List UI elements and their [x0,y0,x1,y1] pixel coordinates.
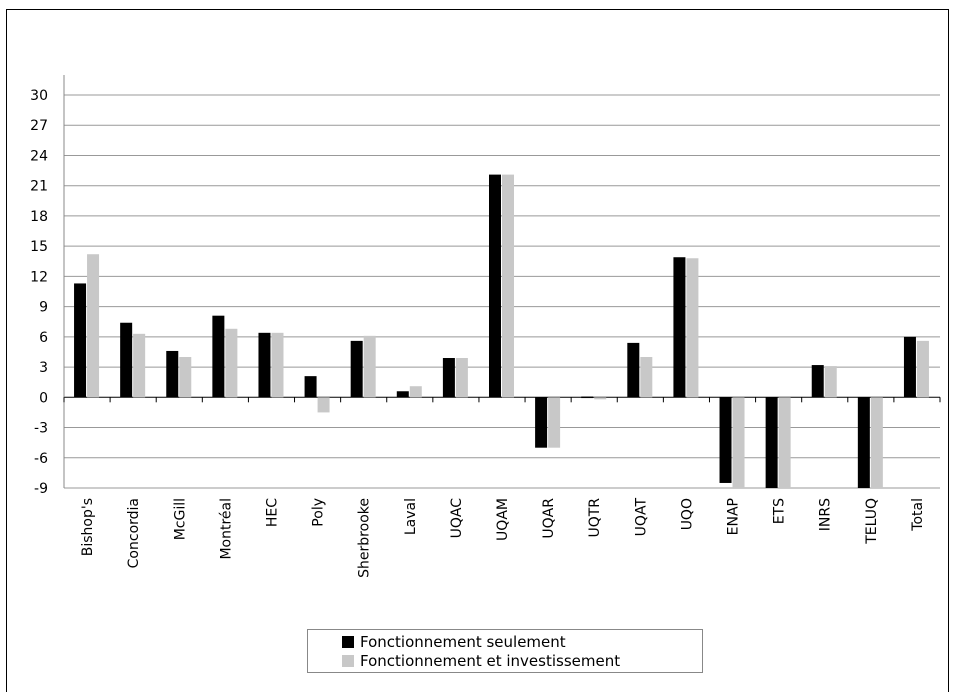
bar-fonctionnement-seulement [719,397,732,483]
bar-fonctionnement-et-investissement [686,258,699,398]
y-tick-label: 15 [30,239,48,255]
y-tick-label: 30 [30,88,48,104]
x-tick-label: ENAP [726,498,742,535]
bar-fonctionnement-et-investissement [824,366,837,398]
bar-fonctionnement-et-investissement [271,332,284,398]
x-tick-label: UQO [679,498,695,530]
x-tick-label: ETS [772,498,788,524]
bar-fonctionnement-seulement [442,358,455,398]
bar-fonctionnement-et-investissement [502,174,514,398]
bar-fonctionnement-seulement [535,397,548,448]
legend-item-series-1: Fonctionnement seulement [342,632,702,651]
x-tick-label: Montréal [218,498,234,560]
bar-fonctionnement-seulement [489,174,501,398]
bar-fonctionnement-seulement [857,397,870,488]
legend-label-series-2: Fonctionnement et investissement [360,651,621,670]
x-tick-label: UQAC [449,498,465,539]
legend-swatch-series-2 [342,654,354,667]
legend-label-series-1: Fonctionnement seulement [360,632,566,651]
bar-fonctionnement-et-investissement [916,340,929,398]
bar-fonctionnement-et-investissement [225,328,238,398]
x-tick-label: Bishop's [80,498,96,556]
bar-fonctionnement-et-investissement [87,254,100,398]
bar-fonctionnement-et-investissement [133,333,146,398]
bar-fonctionnement-seulement [396,391,409,398]
bar-fonctionnement-seulement [350,340,363,398]
x-tick-label: McGill [172,498,188,540]
bar-fonctionnement-seulement [581,396,594,399]
bar-fonctionnement-seulement [903,336,916,398]
legend: Fonctionnement seulement Fonctionnement … [307,629,703,673]
y-tick-label: 24 [30,148,48,164]
x-tick-label: UQTR [587,498,603,538]
x-tick-label: UQAT [633,498,649,537]
x-tick-label: Total [910,498,926,532]
bar-fonctionnement-seulement [765,397,778,488]
bar-fonctionnement-et-investissement [455,358,468,398]
x-tick-label: Concordia [126,498,142,568]
bar-fonctionnement-seulement [120,322,133,398]
bars [74,174,929,488]
y-tick-label: 6 [39,330,48,346]
bar-fonctionnement-seulement [166,350,179,398]
x-tick-label: INRS [818,498,834,531]
bar-fonctionnement-et-investissement [640,357,653,398]
x-tick-label: TELUQ [864,498,880,545]
bar-fonctionnement-seulement [673,257,686,398]
bar-fonctionnement-seulement [74,283,87,398]
bar-fonctionnement-et-investissement [778,397,791,488]
bar-fonctionnement-et-investissement [870,397,883,488]
y-tick-label: -9 [34,481,48,497]
bar-fonctionnement-et-investissement [732,397,745,488]
legend-item-series-2: Fonctionnement et investissement [342,651,702,670]
bar-fonctionnement-seulement [304,376,317,398]
y-tick-label: -6 [34,451,48,467]
y-tick-label: -3 [34,421,48,437]
x-tick-label: UQAR [541,498,557,539]
y-tick-label: 27 [30,118,48,134]
x-tick-label: Poly [311,498,327,527]
bar-fonctionnement-et-investissement [409,386,422,398]
y-tick-label: 12 [30,269,48,285]
bar-fonctionnement-seulement [811,365,824,398]
bar-fonctionnement-et-investissement [179,357,192,398]
legend-swatch-series-1 [342,635,354,648]
bar-fonctionnement-seulement [258,332,271,398]
bar-fonctionnement-et-investissement [594,397,607,400]
x-tick-label: UQAM [495,498,511,541]
bar-fonctionnement-et-investissement [548,397,561,448]
bar-fonctionnement-seulement [212,315,225,398]
x-tick-label: HEC [264,498,280,527]
x-tick-label: Laval [403,498,419,535]
bar-fonctionnement-seulement [627,342,640,398]
chart-frame [6,9,949,692]
y-tick-label: 18 [30,209,48,225]
x-tick-label: Sherbrooke [357,498,373,578]
y-tick-label: 9 [39,300,48,316]
y-tick-label: 0 [39,390,48,406]
bar-fonctionnement-et-investissement [317,397,330,413]
y-tick-label: 21 [30,179,48,195]
y-tick-label: 3 [39,360,48,376]
x-axis-labels: Bishop's Concordia McGill Montréal HEC Poly Sh… [80,498,926,578]
bar-fonctionnement-et-investissement [363,335,376,398]
